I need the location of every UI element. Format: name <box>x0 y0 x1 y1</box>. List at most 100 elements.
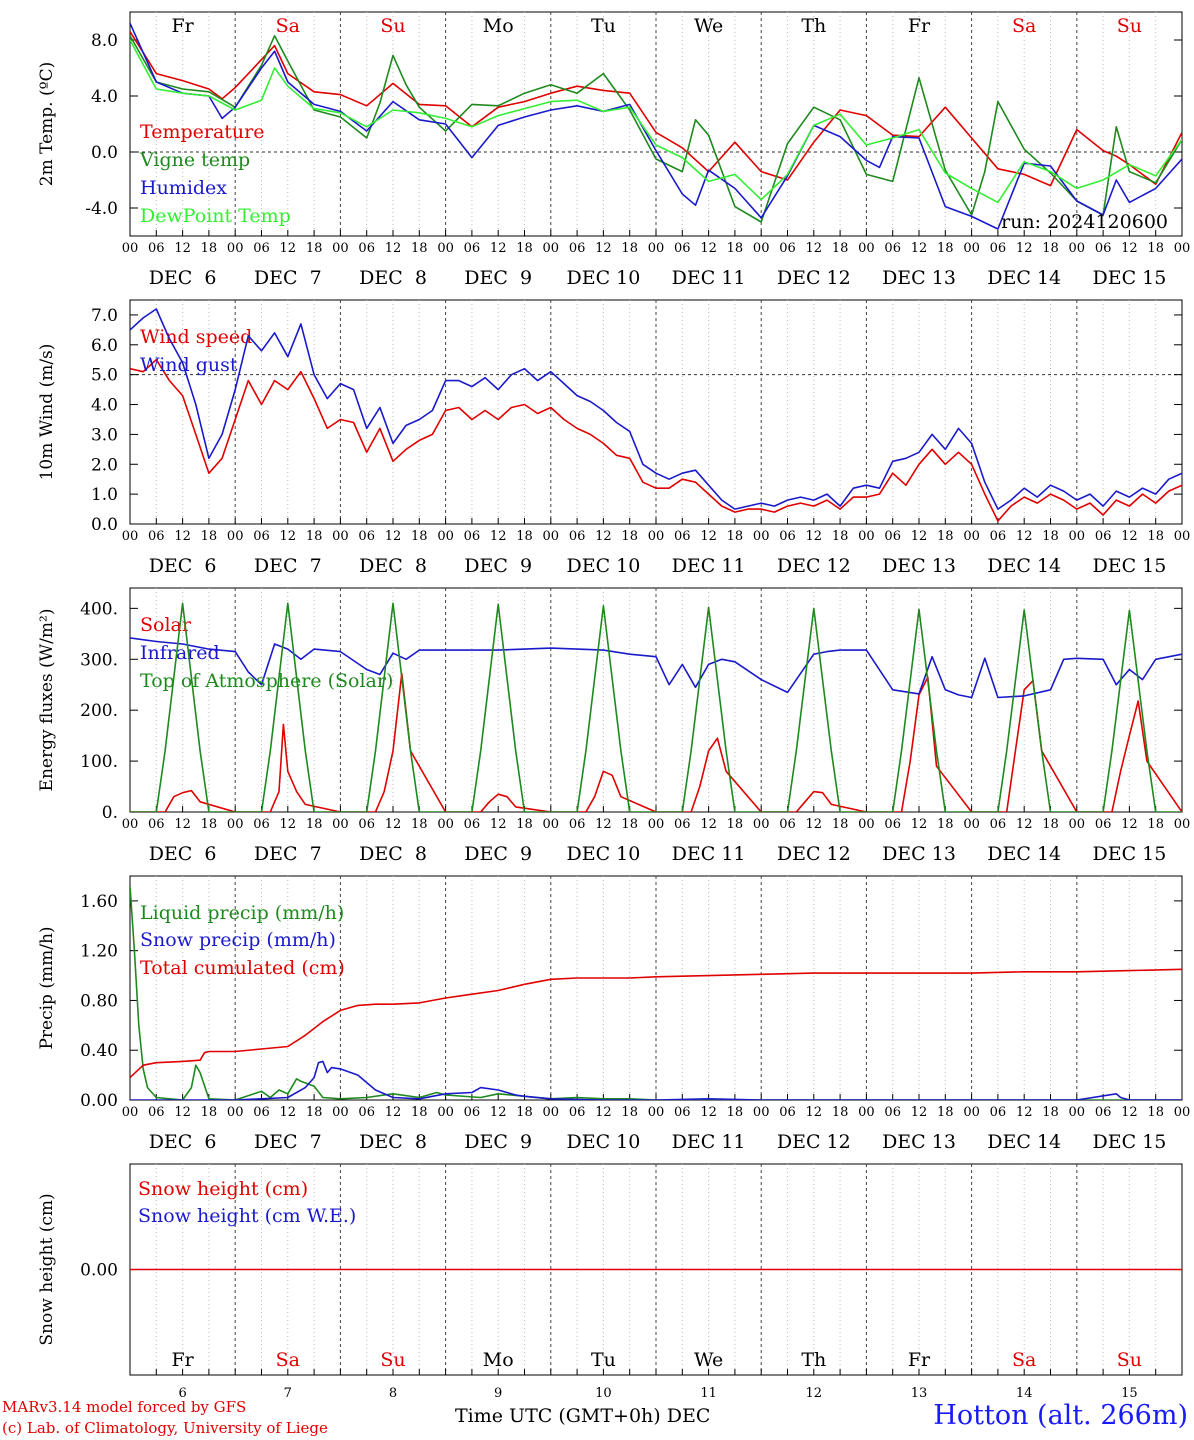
hour-tick-label: 00 <box>227 529 244 544</box>
legend-entry: Snow height (cm) <box>138 1178 308 1200</box>
hour-tick-label: 12 <box>280 241 297 256</box>
hour-tick-label: 18 <box>306 1105 323 1120</box>
weekday-label: Fr <box>171 15 194 37</box>
legend-entry: Top of Atmosphere (Solar) <box>140 670 393 692</box>
hour-tick-label: 06 <box>148 529 165 544</box>
y-axis-label: 10m Wind (m/s) <box>37 344 57 481</box>
hour-tick-label: 00 <box>227 817 244 832</box>
date-label: DEC 8 <box>359 1131 427 1153</box>
hour-tick-label: 06 <box>884 817 901 832</box>
panel-4: 1.60 1.20 0.80 0.40 0.00 Precip (mm/h) 00 06 12 1… <box>37 875 1191 1153</box>
date-label: DEC 13 <box>882 843 956 865</box>
hour-tick-label: 18 <box>411 241 428 256</box>
hour-tick-label: 12 <box>595 529 612 544</box>
hour-tick-label: 12 <box>700 529 717 544</box>
hour-tick-label: 00 <box>543 241 560 256</box>
date-label: DEC 9 <box>464 843 532 865</box>
hour-tick-label: 12 <box>700 1105 717 1120</box>
hour-tick-label: 00 <box>543 529 560 544</box>
y-tick-label: 0.00 <box>80 1091 118 1111</box>
hour-tick-label: 18 <box>727 529 744 544</box>
hour-tick-label: 12 <box>595 241 612 256</box>
hour-tick-label: 12 <box>806 1105 823 1120</box>
date-label: DEC 7 <box>254 267 322 289</box>
y-tick-label: 0.00 <box>80 1261 118 1281</box>
hour-tick-label: 18 <box>516 1105 533 1120</box>
hour-tick-label: 00 <box>963 1105 980 1120</box>
hour-tick-label: 00 <box>437 817 454 832</box>
hour-tick-label: 18 <box>411 1105 428 1120</box>
y-tick-label: 6.0 <box>91 336 118 356</box>
hour-tick-label: 12 <box>806 817 823 832</box>
hour-tick-label: 06 <box>1095 529 1112 544</box>
y-axis-label: Precip (mm/h) <box>37 926 57 1049</box>
weekday-label-bottom: We <box>694 1349 723 1371</box>
weekday-label: Sa <box>276 15 300 37</box>
date-label: DEC 10 <box>566 555 640 577</box>
hour-tick-label: 06 <box>569 529 586 544</box>
hour-tick-label: 00 <box>227 241 244 256</box>
y-tick-label: 300. <box>80 650 118 670</box>
hour-tick-label: 18 <box>621 241 638 256</box>
x-axis-title: Time UTC (GMT+0h) DEC <box>455 1405 710 1427</box>
date-label: DEC 13 <box>882 267 956 289</box>
weekday-label-bottom: Fr <box>908 1349 931 1371</box>
weekday-label: Sa <box>1012 15 1036 37</box>
date-label: DEC 11 <box>672 1131 746 1153</box>
hour-tick-label: 00 <box>437 241 454 256</box>
date-label: DEC 14 <box>987 1131 1061 1153</box>
hour-tick-label: 00 <box>332 529 349 544</box>
hour-tick-label: 06 <box>779 817 796 832</box>
hour-tick-label: 12 <box>700 817 717 832</box>
hour-tick-label: 18 <box>516 529 533 544</box>
hour-tick-label: 12 <box>595 1105 612 1120</box>
lab-credit: (c) Lab. of Climatology, University of L… <box>2 1419 328 1437</box>
hour-tick-label: 18 <box>832 817 849 832</box>
panel-3: 400. 300. 200. 100. 0. Energy fluxes (W/m²) 00… <box>37 587 1191 865</box>
hour-tick-label: 00 <box>1174 817 1191 832</box>
date-label: DEC 8 <box>359 267 427 289</box>
date-label: DEC 7 <box>254 1131 322 1153</box>
date-number-label: 12 <box>806 1386 823 1401</box>
date-label: DEC 6 <box>149 1131 217 1153</box>
series-line-humidex <box>130 22 1182 230</box>
station-name: Hotton (alt. 266m) <box>933 1400 1188 1431</box>
y-tick-label: 400. <box>80 599 118 619</box>
hour-tick-label: 00 <box>963 241 980 256</box>
hour-tick-label: 12 <box>385 817 402 832</box>
legend-entry: Liquid precip (mm/h) <box>140 902 344 924</box>
hour-tick-label: 00 <box>1069 529 1086 544</box>
hour-tick-label: 12 <box>1121 241 1138 256</box>
model-credit: MARv3.14 model forced by GFS <box>2 1398 247 1416</box>
hour-tick-label: 06 <box>464 241 481 256</box>
hour-tick-label: 12 <box>595 817 612 832</box>
hour-tick-label: 06 <box>464 1105 481 1120</box>
date-label: DEC 7 <box>254 843 322 865</box>
weekday-label: Fr <box>908 15 931 37</box>
hour-tick-label: 18 <box>411 817 428 832</box>
hour-tick-label: 06 <box>1095 1105 1112 1120</box>
hour-tick-label: 12 <box>280 1105 297 1120</box>
date-number-label: 8 <box>389 1386 397 1401</box>
date-label: DEC 14 <box>987 267 1061 289</box>
hour-tick-label: 18 <box>832 529 849 544</box>
date-number-label: 6 <box>178 1386 186 1401</box>
hour-tick-label: 18 <box>201 817 218 832</box>
hour-tick-label: 06 <box>779 241 796 256</box>
hour-tick-label: 18 <box>621 817 638 832</box>
hour-tick-label: 12 <box>911 817 928 832</box>
y-tick-label: 3.0 <box>91 425 118 445</box>
y-tick-label: 0.80 <box>80 991 118 1011</box>
panel-2: 7.0 6.0 5.0 4.0 3.0 2.0 1.0 0.0 10m Wind (m/s) 00… <box>37 299 1190 577</box>
series-line-snow-precip-mm-h <box>130 1060 1182 1100</box>
hour-tick-label: 12 <box>911 529 928 544</box>
hour-tick-label: 00 <box>1174 1105 1191 1120</box>
hour-tick-label: 06 <box>569 241 586 256</box>
y-tick-label: 7.0 <box>91 306 118 326</box>
hour-tick-label: 06 <box>253 1105 270 1120</box>
y-axis-label: Energy fluxes (W/m²) <box>37 609 57 792</box>
date-label: DEC 9 <box>464 1131 532 1153</box>
hour-tick-label: 06 <box>358 241 375 256</box>
date-number-label: 14 <box>1016 1386 1033 1401</box>
